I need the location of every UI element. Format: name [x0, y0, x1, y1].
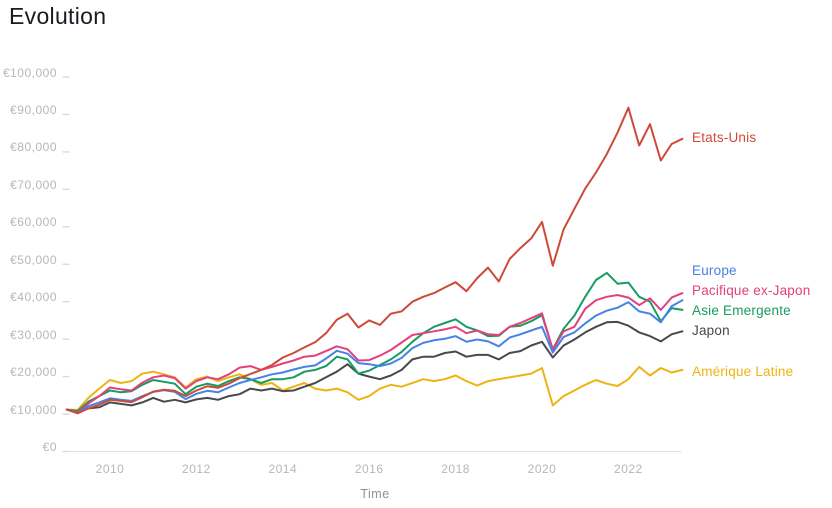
x-tick-label: 2012	[182, 462, 211, 476]
series-line-pacifique-ex-japon[interactable]	[65, 292, 684, 414]
x-tick-label: 2022	[614, 462, 643, 476]
y-tick-label: €60,000	[10, 215, 57, 230]
y-tick-label: €30,000	[10, 327, 57, 342]
y-tick-label: €100,000	[2, 65, 57, 80]
legend-label-europe: Europe	[692, 263, 737, 278]
y-tick-label: €80,000	[10, 140, 57, 155]
legend-label-amerique-latine: Amérique Latine	[692, 364, 794, 379]
y-tick-label: €20,000	[10, 365, 57, 380]
x-tick-label: 2014	[268, 462, 298, 476]
series-line-europe[interactable]	[65, 299, 684, 414]
legend-label-etats-unis: Etats-Unis	[692, 130, 757, 145]
y-tick-label: €50,000	[10, 252, 57, 267]
x-tick-label: 2018	[441, 462, 470, 476]
x-tick-label: 2020	[527, 462, 557, 476]
y-tick-label: €40,000	[10, 290, 57, 305]
series-line-amerique-latine[interactable]	[65, 365, 684, 411]
legend-label-asie-emergente: Asie Emergente	[692, 303, 791, 318]
legend-label-pacifique-ex-japon: Pacifique ex-Japon	[692, 283, 811, 298]
x-axis-title: Time	[360, 487, 390, 501]
y-tick-label: €70,000	[10, 177, 57, 192]
y-tick-label: €90,000	[10, 102, 57, 117]
x-tick-label: 2016	[354, 462, 384, 476]
y-tick-label: €0	[42, 440, 57, 454]
page-title: Evolution	[9, 3, 107, 29]
legend-label-japon: Japon	[692, 323, 730, 338]
series-line-asie-emergente[interactable]	[65, 271, 684, 412]
series-line-japon[interactable]	[65, 320, 684, 414]
x-tick-label: 2010	[95, 462, 125, 476]
series-line-etats-unis[interactable]	[65, 106, 684, 415]
y-tick-label: €10,000	[10, 402, 57, 417]
